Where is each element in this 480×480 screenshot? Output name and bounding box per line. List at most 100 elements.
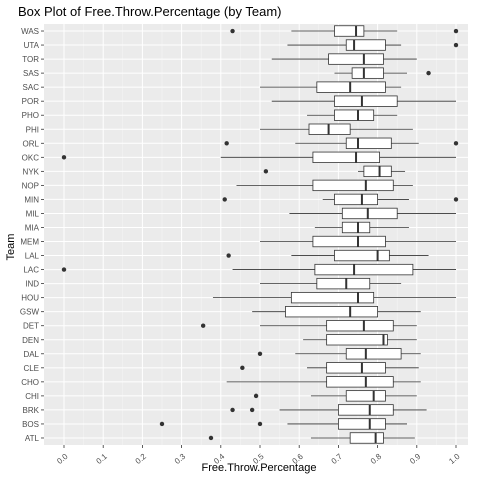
box-det — [200, 320, 417, 332]
y-tick-label: MEM — [20, 238, 39, 247]
x-tick-label: 0.9 — [408, 452, 423, 466]
y-tick-label: PHO — [22, 111, 39, 120]
iqr-box — [345, 348, 402, 360]
y-tick-label: LAL — [25, 252, 40, 261]
outlier-point — [61, 155, 67, 160]
x-tick-label: 0.0 — [55, 452, 70, 466]
iqr-box — [316, 277, 371, 290]
outlier-point — [230, 28, 235, 34]
y-tick-label: NYK — [23, 167, 40, 176]
outlier-point — [253, 393, 259, 399]
x-tick-label: 1.0 — [447, 452, 462, 466]
y-tick-label: MIN — [24, 195, 39, 204]
outlier-point — [263, 169, 269, 174]
iqr-box — [334, 95, 398, 107]
box-was — [230, 25, 459, 37]
x-tick-label: 0.8 — [369, 452, 384, 466]
box-okc — [61, 151, 456, 163]
outlier-point — [249, 407, 255, 413]
y-tick-label: DET — [23, 322, 39, 331]
outlier-point — [61, 267, 67, 272]
iqr-box — [349, 432, 384, 444]
box-por — [271, 95, 456, 107]
boxes — [61, 25, 459, 444]
iqr-box — [326, 334, 388, 346]
iqr-box — [363, 165, 392, 178]
box-cle — [240, 362, 419, 374]
iqr-box — [285, 306, 379, 318]
box-dal — [257, 348, 421, 360]
outlier-point — [230, 407, 235, 413]
iqr-box — [351, 67, 384, 79]
iqr-box — [345, 390, 386, 402]
box-pho — [307, 109, 398, 121]
outlier-point — [453, 42, 459, 48]
y-tick-label: UTA — [24, 41, 40, 50]
iqr-box — [337, 418, 386, 430]
box-lal — [226, 249, 429, 262]
iqr-box — [337, 404, 394, 416]
box-gsw — [252, 306, 421, 318]
x-tick-label: 0.3 — [173, 452, 188, 466]
box-den — [303, 334, 417, 346]
iqr-box — [312, 151, 380, 163]
iqr-box — [345, 39, 386, 51]
y-tick-label: GSW — [20, 308, 40, 317]
box-hou — [212, 291, 456, 304]
y-tick-label: MIA — [25, 223, 40, 232]
x-tick-label: 0.2 — [134, 452, 149, 466]
box-sas — [334, 67, 431, 79]
y-tick-label: TOR — [22, 55, 39, 64]
box-mem — [260, 235, 456, 248]
outlier-point — [453, 197, 459, 202]
iqr-box — [345, 137, 392, 149]
y-tick-label: HOU — [21, 294, 39, 303]
outlier-point — [257, 351, 263, 356]
outlier-point — [240, 365, 245, 371]
outlier-point — [453, 28, 459, 34]
chart-title: Box Plot of Free.Throw.Percentage (by Te… — [18, 4, 282, 19]
iqr-box — [290, 291, 375, 304]
outlier-point — [222, 197, 227, 202]
box-brk — [230, 404, 427, 416]
outlier-point — [224, 141, 229, 146]
box-phi — [260, 123, 413, 135]
outlier-point — [208, 435, 214, 441]
y-tick-label: CLE — [23, 364, 39, 373]
y-tick-label: ORL — [23, 139, 40, 148]
box-uta — [287, 39, 459, 51]
iqr-box — [326, 320, 394, 332]
iqr-box — [334, 193, 379, 206]
box-mia — [314, 221, 409, 234]
iqr-box — [312, 235, 386, 248]
box-lac — [61, 263, 456, 276]
y-tick-label: WAS — [21, 27, 39, 36]
iqr-box — [328, 53, 384, 65]
y-tick-label: PHI — [26, 125, 39, 134]
y-tick-label: OKC — [22, 153, 40, 162]
iqr-box — [334, 249, 390, 262]
x-tick-label: 0.1 — [94, 452, 109, 466]
y-tick-label: SAS — [23, 69, 39, 78]
x-axis-title: Free.Throw.Percentage — [202, 462, 317, 474]
box-cho — [226, 376, 421, 388]
y-tick-label: LAC — [23, 266, 39, 275]
box-sac — [260, 81, 402, 93]
y-tick-label: DEN — [22, 336, 39, 345]
box-tor — [271, 53, 417, 65]
box-bos — [159, 418, 407, 430]
iqr-box — [341, 221, 371, 234]
iqr-box — [312, 179, 394, 192]
outlier-point — [453, 141, 459, 146]
box-atl — [208, 432, 415, 444]
iqr-box — [326, 376, 394, 388]
x-tick-label: 0.7 — [330, 452, 345, 466]
y-tick-label: BOS — [22, 420, 39, 429]
iqr-box — [314, 263, 414, 276]
y-tick-label: IND — [25, 280, 39, 289]
y-tick-label: NOP — [22, 181, 39, 190]
iqr-box — [334, 109, 375, 121]
y-tick-label: POR — [22, 97, 40, 106]
outlier-point — [200, 323, 206, 328]
